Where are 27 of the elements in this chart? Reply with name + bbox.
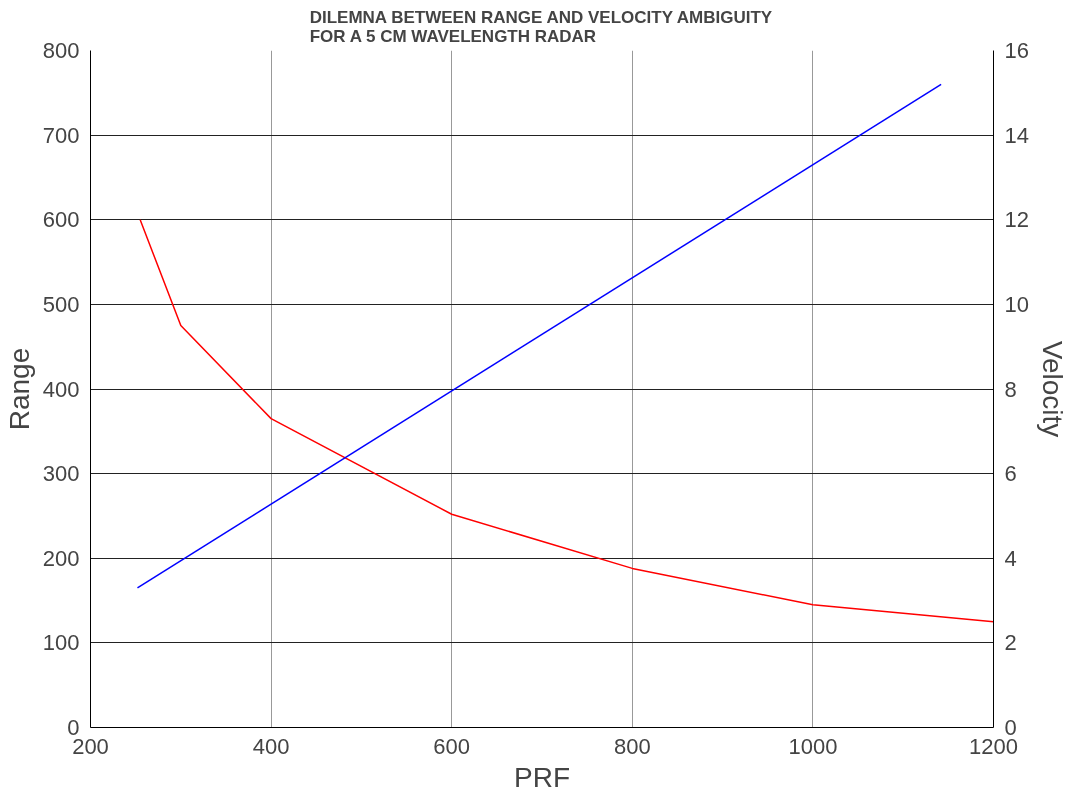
x-axis-title: PRF [514,761,570,793]
y2-tick-label: 14 [1004,122,1029,148]
y2-tick-label: 8 [1004,376,1017,402]
y-tick-label: 200 [42,545,80,571]
x-tick-label: 600 [433,733,471,759]
y-tick-label: 100 [42,630,80,656]
y-tick-label: 300 [42,461,80,487]
line-series [139,219,994,623]
y2-tick-label: 4 [1004,545,1017,571]
y2-tick-label: 10 [1004,291,1029,317]
x-tick-label: 800 [613,733,651,759]
y-axis-title: Range [3,347,35,431]
y2-tick-label: 16 [1004,38,1029,63]
y2-tick-label: 0 [1004,715,1017,740]
y-tick-label: 700 [42,122,80,148]
y-tick-label: 600 [42,207,80,233]
y2-tick-label: 2 [1004,630,1017,656]
chart-title: DILEMNA BETWEEN RANGE AND VELOCITY AMBIGUITY FOR A 5 CM WAVELENGTH RADAR [309,7,773,46]
y2-axis-title: Velocity [1036,340,1068,438]
x-tick-label: 400 [252,733,290,759]
y-tick-label: 0 [67,715,80,740]
y-tick-label: 400 [42,376,80,402]
y-tick-label: 800 [42,38,80,63]
y2-tick-label: 6 [1004,461,1017,487]
y-tick-label: 500 [42,291,80,317]
x-tick-label: 1000 [788,733,838,759]
y2-tick-label: 12 [1004,207,1029,233]
